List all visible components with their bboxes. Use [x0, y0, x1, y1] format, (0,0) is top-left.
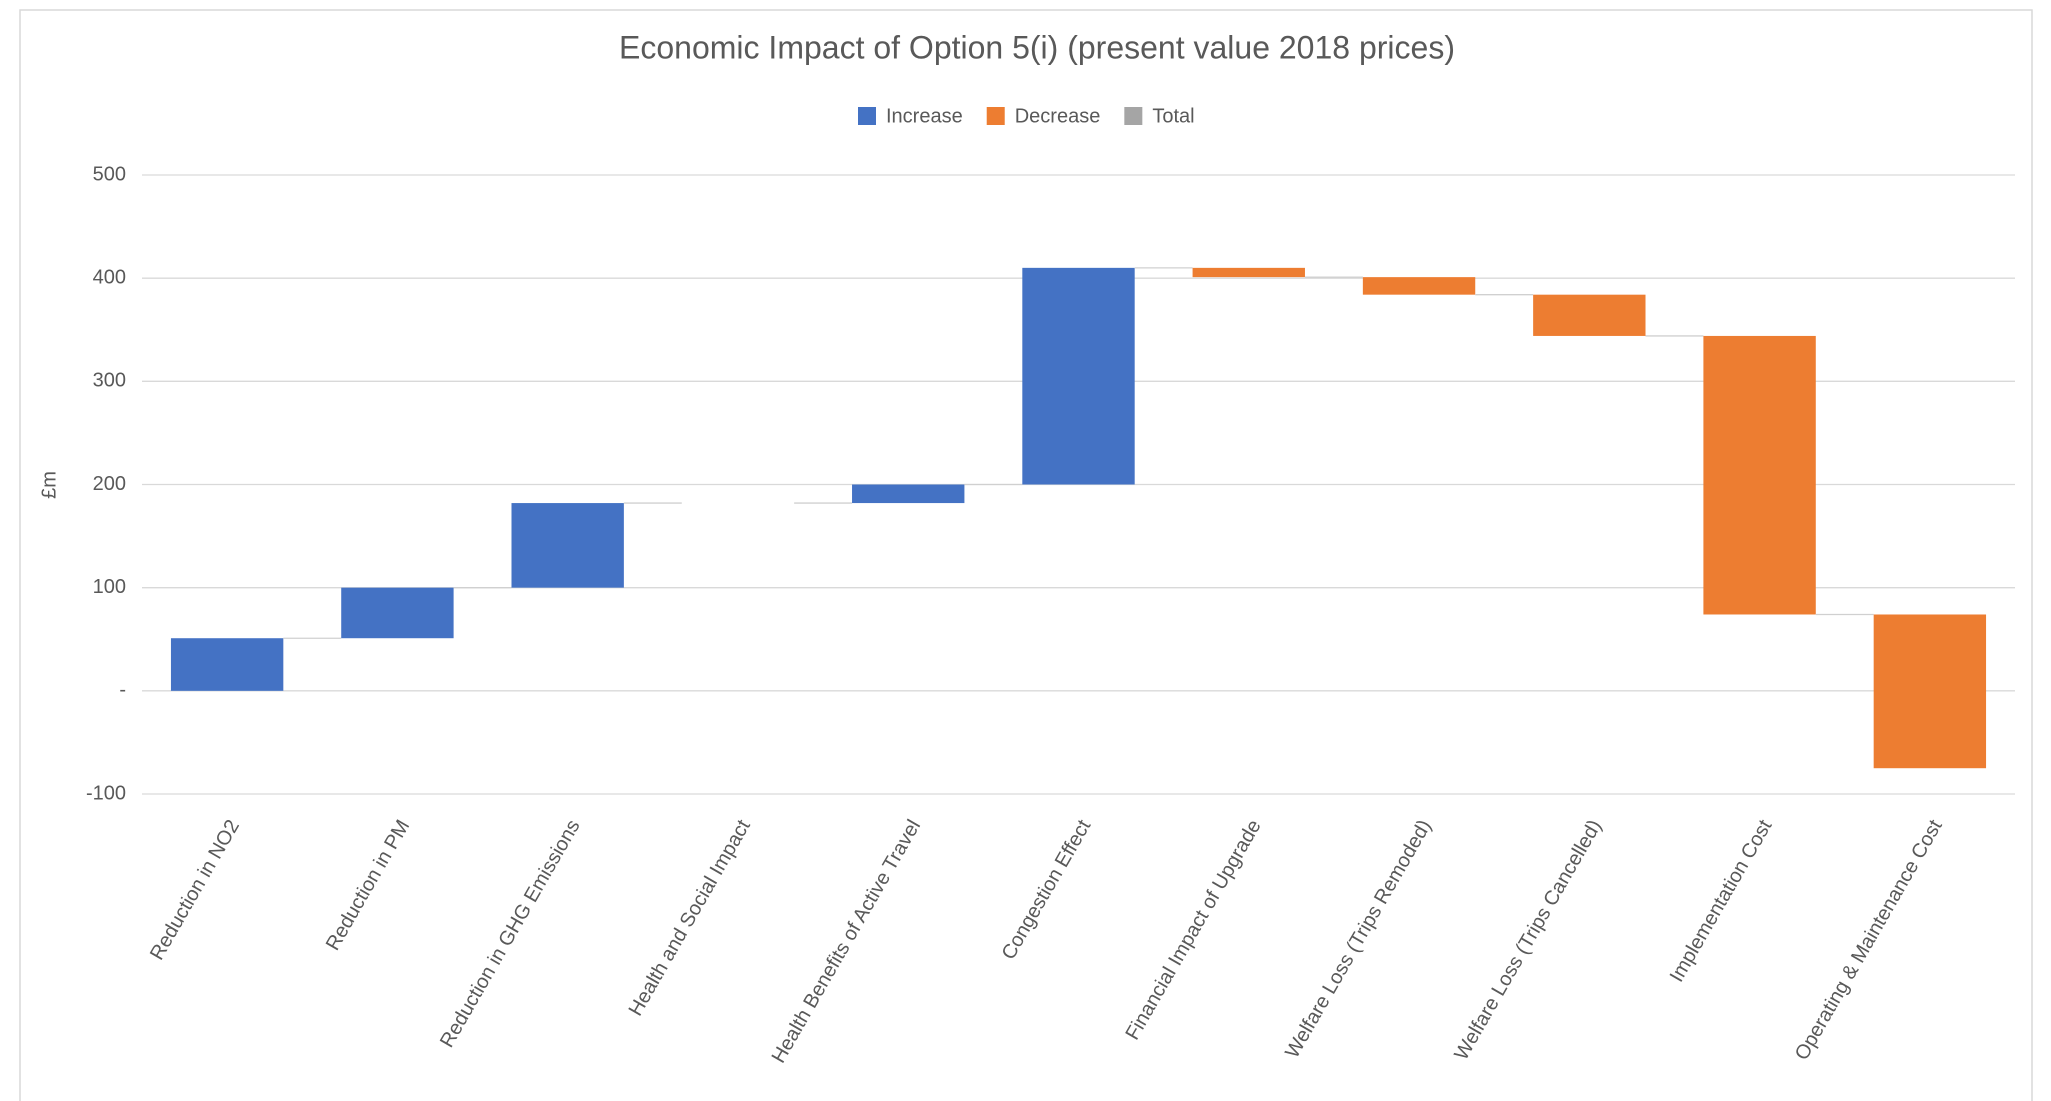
legend-label: Decrease: [1015, 105, 1101, 127]
legend-label: Total: [1152, 105, 1194, 127]
bar: [1192, 267, 1305, 278]
bar: [1533, 294, 1646, 336]
y-tick-label: -: [119, 679, 126, 701]
y-tick-label: 100: [93, 576, 126, 598]
bar: [1873, 614, 1987, 769]
bar: [341, 587, 454, 639]
bar: [852, 484, 965, 504]
legend-swatch: [1124, 107, 1143, 125]
bar: [1703, 335, 1816, 615]
bar: [511, 503, 624, 588]
y-tick-label: 200: [93, 473, 126, 495]
y-axis-label: £m: [38, 471, 60, 499]
chart-frame: [19, 9, 2033, 1101]
legend-swatch: [858, 107, 876, 125]
y-tick-label: 300: [93, 370, 126, 392]
legend-swatch: [986, 107, 1005, 125]
y-tick-label: 500: [93, 163, 126, 185]
y-tick-label: -100: [86, 782, 126, 804]
legend-label: Increase: [886, 105, 963, 127]
bar: [1362, 277, 1476, 295]
chart-title: Economic Impact of Option 5(i) (present …: [619, 29, 1455, 65]
legend: Increase Decrease Total: [858, 105, 1195, 127]
bar: [170, 638, 284, 691]
bar: [1022, 267, 1135, 485]
y-tick-label: 400: [93, 266, 126, 288]
